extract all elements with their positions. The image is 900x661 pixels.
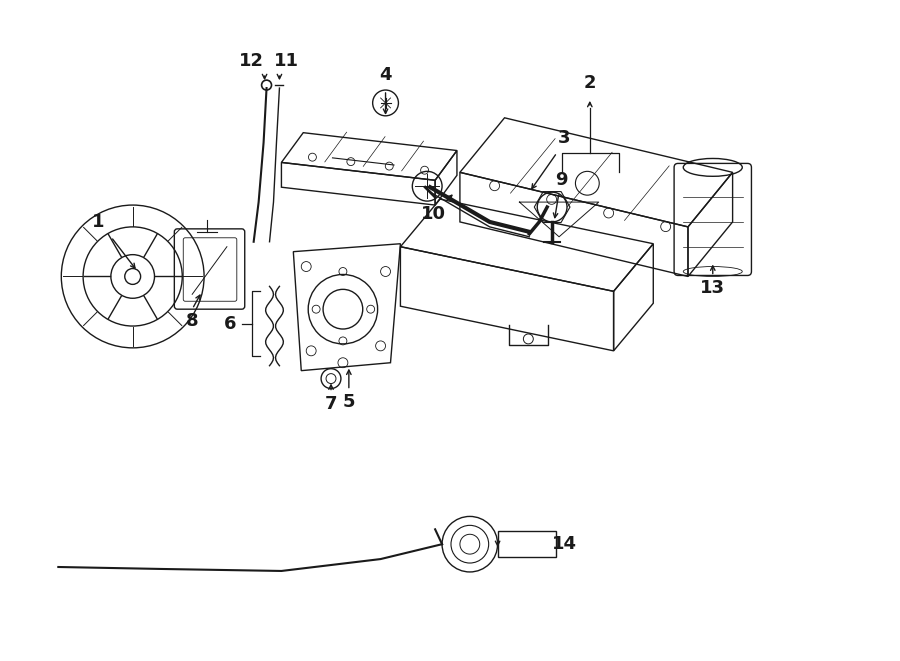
Text: 3: 3 <box>558 129 571 147</box>
Text: 6: 6 <box>223 315 236 333</box>
Text: 11: 11 <box>274 52 299 70</box>
Text: 5: 5 <box>343 393 356 411</box>
Text: 13: 13 <box>700 280 725 297</box>
Text: 10: 10 <box>420 205 446 223</box>
Text: 12: 12 <box>239 52 265 70</box>
Text: 8: 8 <box>186 312 199 330</box>
Text: 7: 7 <box>325 395 338 413</box>
Text: 1: 1 <box>92 213 104 231</box>
Text: 4: 4 <box>379 66 392 84</box>
Text: 9: 9 <box>554 171 567 189</box>
Text: 2: 2 <box>583 74 596 92</box>
Text: 14: 14 <box>552 535 577 553</box>
